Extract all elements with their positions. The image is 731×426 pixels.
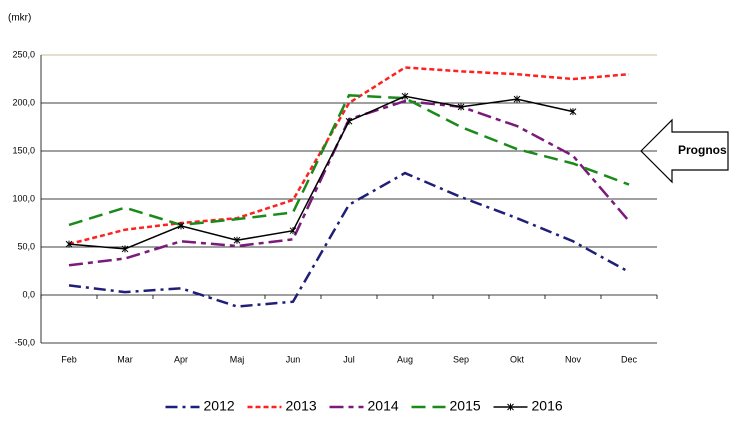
marker: [401, 92, 409, 100]
marker: [177, 222, 185, 230]
y-tick-label: 250,0: [12, 49, 35, 59]
marker: [121, 245, 129, 253]
marker: [345, 117, 353, 125]
marker: [569, 108, 577, 116]
y-tick-label: 150,0: [12, 145, 35, 155]
x-tick-label: Okt: [510, 354, 525, 364]
y-tick-label: 0,0: [22, 289, 35, 299]
legend-label: 2014: [368, 398, 399, 414]
series-line: [68, 99, 630, 267]
series-line: [68, 95, 574, 250]
marker: [233, 236, 241, 244]
marker: [65, 240, 73, 248]
x-tick-label: Mar: [117, 354, 133, 364]
legend-label: 2016: [532, 398, 563, 414]
legend-label: 2012: [204, 398, 235, 414]
legend-label: 2015: [450, 398, 481, 414]
y-tick-label: 200,0: [12, 97, 35, 107]
legend-label: 2013: [286, 398, 317, 414]
y-tick-label: 50,0: [17, 241, 35, 251]
x-tick-label: Apr: [174, 354, 188, 364]
unit-label: (mkr): [8, 13, 31, 24]
x-tick-label: Sep: [453, 354, 469, 364]
marker: [457, 103, 465, 111]
y-tick-label: -50,0: [14, 337, 35, 347]
marker: [507, 403, 514, 411]
annotation: Prognos: [678, 143, 727, 157]
marker: [513, 95, 521, 103]
series-line: [68, 94, 630, 227]
x-tick-label: Jul: [343, 354, 355, 364]
marker: [289, 227, 297, 235]
series-line: [68, 171, 630, 308]
prognos-arrow: [640, 118, 729, 184]
x-tick-label: Maj: [230, 354, 245, 364]
x-tick-label: Nov: [565, 354, 582, 364]
series-line: [68, 66, 630, 246]
y-tick-label: 100,0: [12, 193, 35, 203]
x-tick-label: Aug: [397, 354, 413, 364]
x-tick-label: Jun: [286, 354, 301, 364]
x-tick-label: Dec: [621, 354, 638, 364]
x-tick-label: Feb: [61, 354, 77, 364]
